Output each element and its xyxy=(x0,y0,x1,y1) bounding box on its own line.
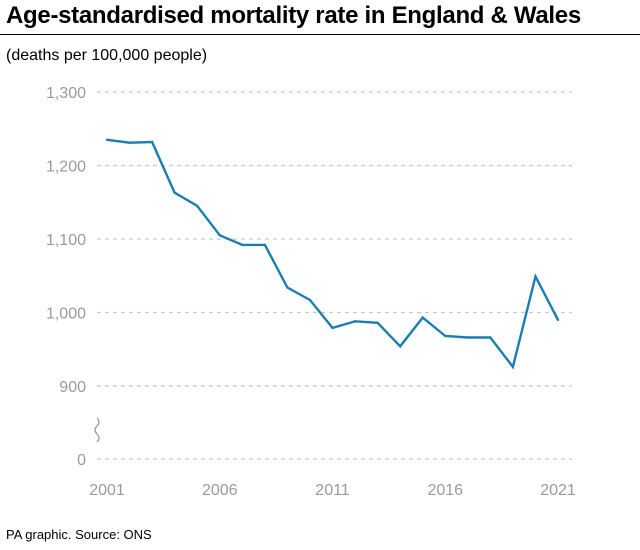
x-tick-label-2021: 2021 xyxy=(540,482,576,499)
y-axis-tick-labels: 900 1,000 1,100 1,200 1,300 0 xyxy=(46,85,86,469)
data-point-2001 xyxy=(105,138,109,141)
data-point-2002 xyxy=(128,141,131,144)
y-tick-label-1100: 1,100 xyxy=(46,232,86,249)
data-point-2011 xyxy=(331,326,334,330)
gridlines xyxy=(97,91,572,460)
data-point-2012 xyxy=(353,320,357,323)
data-point-2005 xyxy=(196,204,199,208)
series-layer xyxy=(105,138,560,370)
data-point-2008 xyxy=(263,243,267,247)
chart-title: Age-standardised mortality rate in Engla… xyxy=(6,2,581,29)
chart-subtitle: (deaths per 100,000 people) xyxy=(6,47,208,64)
data-point-2020 xyxy=(534,275,537,278)
data-point-2004 xyxy=(173,191,176,194)
x-axis-tick-labels: 2001 2006 2011 2016 2021 xyxy=(89,482,576,499)
data-point-2014 xyxy=(398,345,402,348)
y-tick-label-1200: 1,200 xyxy=(46,159,86,176)
x-tick-label-2006: 2006 xyxy=(202,482,238,499)
data-point-2007 xyxy=(241,243,244,247)
data-point-2017 xyxy=(466,336,469,339)
source-note: PA graphic. Source: ONS xyxy=(6,527,152,542)
x-tick-label-2001: 2001 xyxy=(89,482,125,499)
x-tick-label-2016: 2016 xyxy=(427,482,463,499)
data-point-2021 xyxy=(556,318,560,322)
axis-break-icon xyxy=(94,417,100,443)
data-point-2009 xyxy=(286,286,289,289)
data-point-2015 xyxy=(421,316,424,319)
data-point-2018 xyxy=(489,336,492,339)
data-point-2019 xyxy=(511,365,515,369)
title-divider xyxy=(0,34,640,35)
axis-break-marker xyxy=(94,417,100,443)
series-line-0 xyxy=(106,138,560,370)
y-tick-label-1000: 1,000 xyxy=(46,306,86,323)
y-tick-label-900: 900 xyxy=(59,379,86,396)
data-point-2006 xyxy=(218,234,221,237)
data-point-2016 xyxy=(444,334,447,338)
x-tick-label-2011: 2011 xyxy=(315,482,350,499)
data-point-2003 xyxy=(150,140,154,144)
data-point-2013 xyxy=(376,321,379,324)
y-tick-label-1300: 1,300 xyxy=(46,85,86,102)
data-point-2010 xyxy=(308,298,312,302)
y-tick-label-0: 0 xyxy=(77,452,86,469)
